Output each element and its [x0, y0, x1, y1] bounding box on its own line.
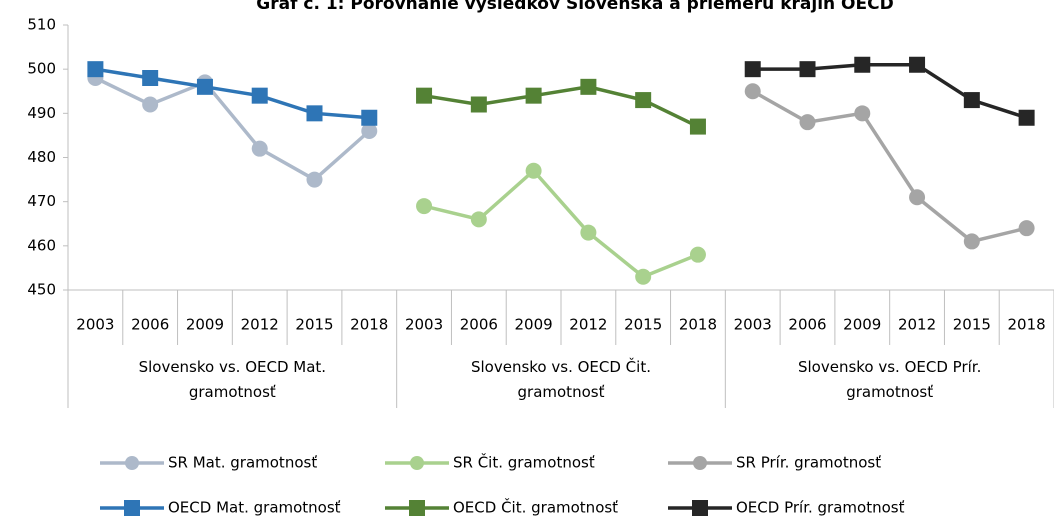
series-line	[95, 67, 370, 120]
x-tick-label: 2015	[624, 316, 662, 334]
data-point	[1018, 220, 1035, 237]
data-point	[470, 211, 487, 228]
data-point	[525, 87, 542, 104]
x-tick-label: 2003	[76, 316, 114, 334]
data-point	[635, 268, 652, 285]
data-point	[854, 56, 871, 73]
x-tick-label: 2018	[1008, 316, 1046, 334]
legend-marker	[124, 500, 140, 516]
x-tick-label: 2009	[186, 316, 224, 334]
chart-title: Graf č. 1: Porovnanie výsledkov Slovensk…	[256, 0, 893, 14]
legend-label: OECD Mat. gramotnosť	[168, 499, 341, 517]
legend-marker	[410, 456, 424, 470]
data-point	[963, 233, 980, 250]
group-label: Slovensko vs. OECD Mat. gramotnosť	[138, 358, 327, 401]
data-point	[689, 118, 706, 135]
y-tick-label: 460	[27, 236, 56, 254]
data-point	[306, 171, 323, 188]
data-point	[416, 198, 433, 215]
y-tick-label: 510	[27, 16, 56, 34]
group-label: Slovensko vs. OECD Prír. gramotnosť	[797, 358, 982, 401]
data-point	[525, 162, 542, 179]
x-tick-label: 2009	[515, 316, 553, 334]
data-point	[361, 109, 378, 126]
y-tick-label: 470	[27, 192, 56, 210]
data-point	[635, 92, 652, 109]
x-tick-label: 2006	[788, 316, 826, 334]
series-line	[751, 89, 1028, 244]
legend-label: SR Mat. gramotnosť	[168, 454, 317, 472]
y-tick-label: 500	[27, 60, 56, 78]
data-point	[909, 189, 926, 206]
data-point	[142, 70, 159, 86]
group-label: Slovensko vs. OECD Čit. gramotnosť	[470, 358, 651, 401]
data-point	[1018, 109, 1035, 126]
data-point	[580, 224, 597, 241]
data-point	[963, 92, 980, 109]
series-line	[94, 76, 371, 182]
x-tick-label: 2003	[734, 316, 772, 334]
legend-marker	[693, 456, 707, 470]
legend-label: SR Prír. gramotnosť	[736, 454, 881, 472]
y-tick-label: 480	[27, 148, 56, 166]
series-line	[423, 85, 699, 129]
x-tick-label: 2012	[241, 316, 279, 334]
data-point	[799, 61, 816, 78]
data-point	[361, 123, 378, 139]
data-point	[580, 78, 597, 95]
data-point	[251, 87, 268, 104]
data-point	[799, 114, 816, 131]
x-tick-label: 2006	[131, 316, 169, 334]
data-point	[306, 105, 323, 122]
legend-marker	[125, 456, 139, 470]
data-point	[251, 140, 268, 157]
data-point	[744, 83, 761, 100]
data-point	[196, 78, 213, 95]
legend-label: SR Čit. gramotnosť	[453, 453, 595, 472]
legend-marker	[409, 500, 425, 516]
series-line	[752, 63, 1028, 120]
data-point	[744, 61, 761, 78]
series-line	[423, 168, 699, 279]
data-point	[470, 96, 487, 113]
x-tick-label: 2018	[679, 316, 717, 334]
legend-label: OECD Čit. gramotnosť	[453, 498, 618, 517]
legend-marker	[692, 500, 708, 516]
data-point	[87, 61, 104, 78]
data-point	[416, 87, 433, 104]
data-point	[909, 56, 926, 73]
legend-label: OECD Prír. gramotnosť	[736, 499, 905, 517]
x-tick-label: 2012	[569, 316, 607, 334]
x-tick-label: 2003	[405, 316, 443, 334]
x-tick-label: 2015	[295, 316, 333, 334]
x-tick-label: 2012	[898, 316, 936, 334]
x-tick-label: 2006	[460, 316, 498, 334]
x-tick-label: 2018	[350, 316, 388, 334]
data-point	[142, 96, 159, 113]
data-point	[854, 105, 871, 122]
x-tick-label: 2015	[953, 316, 991, 334]
y-tick-label: 450	[27, 281, 56, 299]
y-tick-label: 490	[27, 104, 56, 122]
data-point	[689, 246, 706, 263]
x-tick-label: 2009	[843, 316, 881, 334]
